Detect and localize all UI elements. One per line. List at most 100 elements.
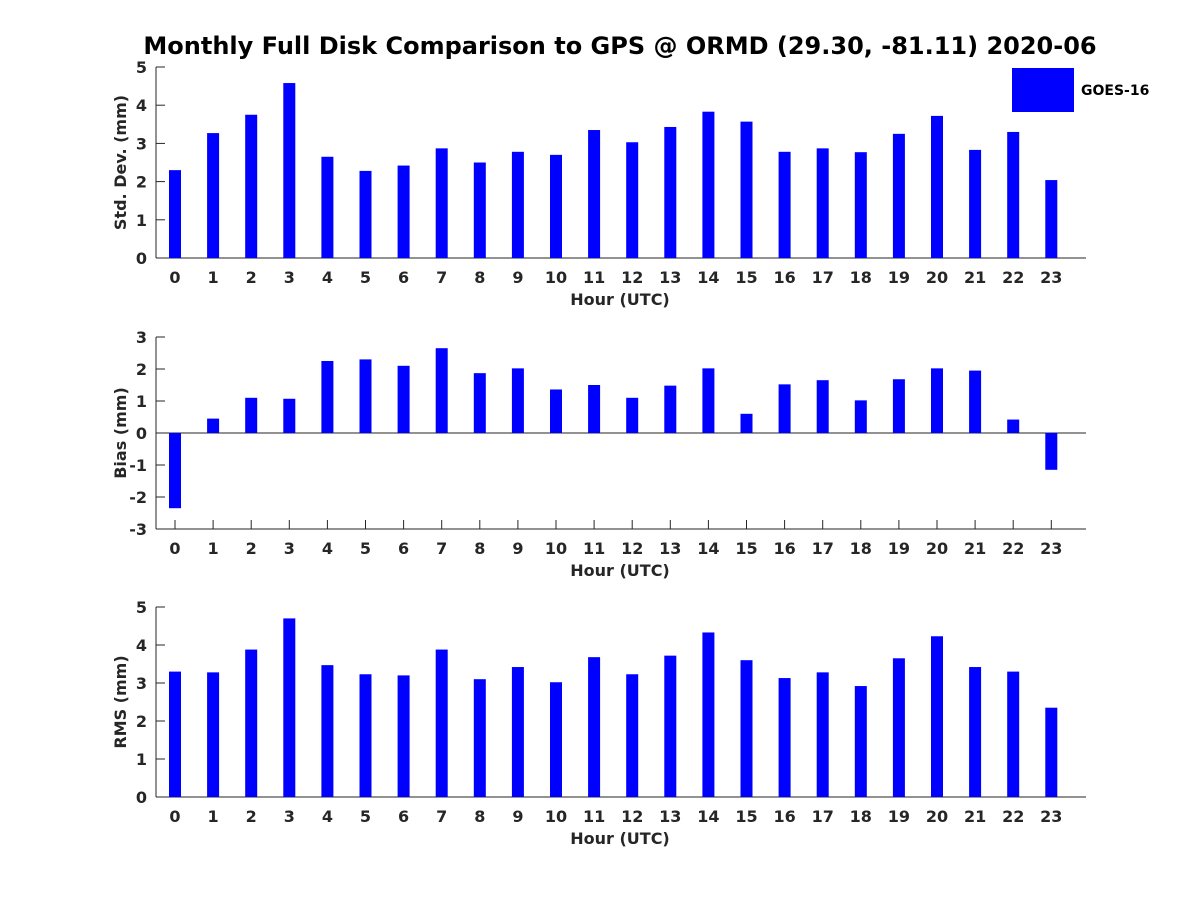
rms-bar-hour-9	[511, 667, 524, 797]
bias-bar-hour-21	[969, 370, 982, 433]
rms-xtick-label: 17	[812, 807, 834, 826]
rms-bar-hour-1	[207, 672, 220, 797]
rms-xtick-label: 4	[322, 807, 333, 826]
bias-bar-hour-9	[511, 368, 524, 433]
std-xtick-label: 16	[773, 268, 795, 287]
rms-xtick-label: 19	[888, 807, 910, 826]
rms-bar-hour-2	[245, 649, 258, 797]
rms-xtick-label: 1	[208, 807, 219, 826]
rms-bar-hour-3	[283, 618, 296, 797]
rms-y-axis-label: RMS (mm)	[111, 655, 130, 748]
bias-bar-hour-11	[588, 385, 601, 433]
std-bar-hour-17	[816, 148, 829, 258]
rms-bar-hour-6	[397, 675, 410, 797]
bias-ytick-label: -2	[129, 488, 147, 507]
bias-bar-hour-7	[435, 348, 448, 433]
bias-bar-hour-17	[816, 380, 829, 433]
rms-bar-hour-19	[892, 658, 905, 797]
rms-ytick-label: 0	[136, 788, 147, 807]
rms-xtick-label: 2	[246, 807, 257, 826]
rms-xtick-label: 22	[1002, 807, 1024, 826]
bias-xtick-label: 18	[850, 539, 872, 558]
bias-bar-hour-10	[550, 389, 562, 433]
rms-bar-hour-7	[435, 649, 448, 797]
bias-xtick-label: 4	[322, 539, 333, 558]
rms-bar-hour-18	[854, 686, 867, 797]
std-ytick-label: 4	[136, 96, 147, 115]
rms-xtick-label: 10	[545, 807, 567, 826]
rms-bar-hour-11	[588, 657, 601, 797]
std-bar-hour-22	[1007, 131, 1020, 258]
bias-xtick-label: 20	[926, 539, 948, 558]
bias-xtick-label: 16	[773, 539, 795, 558]
bias-xtick-label: 7	[436, 539, 447, 558]
bias-bar-hour-19	[892, 379, 905, 433]
bias-xtick-label: 5	[360, 539, 371, 558]
std-bar-hour-20	[931, 115, 943, 259]
std-xtick-label: 6	[398, 268, 409, 287]
bias-xtick-label: 6	[398, 539, 409, 558]
std-xtick-label: 9	[512, 268, 523, 287]
bias-bar-hour-13	[664, 385, 677, 433]
rms-xtick-label: 18	[850, 807, 872, 826]
bias-xtick-label: 8	[474, 539, 485, 558]
bias-xtick-label: 13	[659, 539, 681, 558]
std-bar-hour-19	[892, 133, 905, 258]
bias-ytick-label: -1	[129, 456, 147, 475]
bias-xtick-label: 0	[169, 539, 180, 558]
rms-bar-hour-15	[740, 660, 753, 797]
bias-bar-hour-14	[702, 368, 715, 433]
std-bar-hour-12	[626, 142, 639, 258]
std-xtick-label: 3	[284, 268, 295, 287]
bias-bar-hour-4	[321, 361, 334, 433]
bias-bar-hour-12	[626, 397, 639, 433]
std-xtick-label: 18	[850, 268, 872, 287]
std-xtick-label: 7	[436, 268, 447, 287]
std-xtick-label: 22	[1002, 268, 1024, 287]
rms-xtick-label: 3	[284, 807, 295, 826]
rms-xtick-label: 21	[964, 807, 986, 826]
std-x-axis-label: Hour (UTC)	[570, 290, 670, 309]
rms-xtick-label: 16	[773, 807, 795, 826]
bias-bar-hour-0	[169, 433, 181, 509]
bias-xtick-label: 14	[697, 539, 719, 558]
std-bar-hour-8	[473, 162, 486, 258]
bias-xtick-label: 3	[284, 539, 295, 558]
rms-bar-hour-13	[664, 655, 677, 797]
std-bar-hour-18	[854, 152, 867, 258]
bias-xtick-label: 2	[246, 539, 257, 558]
bias-xtick-label: 22	[1002, 539, 1024, 558]
bias-xtick-label: 1	[208, 539, 219, 558]
rms-xtick-label: 20	[926, 807, 948, 826]
std-ytick-label: 1	[136, 211, 147, 230]
std-xtick-label: 1	[208, 268, 219, 287]
rms-bar-hour-8	[473, 679, 486, 797]
std-xtick-label: 19	[888, 268, 910, 287]
bias-ytick-label: -3	[129, 520, 147, 539]
std-bar-hour-11	[588, 130, 601, 258]
std-bar-hour-3	[283, 83, 296, 258]
chart-title: Monthly Full Disk Comparison to GPS @ OR…	[143, 32, 1096, 60]
std-ytick-label: 5	[136, 58, 147, 77]
rms-ytick-label: 4	[136, 636, 147, 655]
std-bar-hour-2	[245, 114, 258, 258]
std-xtick-label: 10	[545, 268, 567, 287]
std-xtick-label: 20	[926, 268, 948, 287]
rms-bar-hour-23	[1045, 707, 1058, 797]
std-y-axis-label: Std. Dev. (mm)	[111, 95, 130, 230]
std-xtick-label: 5	[360, 268, 371, 287]
rms-xtick-label: 23	[1040, 807, 1062, 826]
bias-ytick-label: 2	[136, 360, 147, 379]
rms-bar-hour-0	[169, 671, 181, 797]
bias-bar-hour-20	[931, 368, 943, 433]
rms-ytick-label: 5	[136, 598, 147, 617]
bias-bar-hour-22	[1007, 419, 1020, 433]
rms-xtick-label: 6	[398, 807, 409, 826]
std-xtick-label: 11	[583, 268, 605, 287]
bias-bar-hour-5	[359, 359, 372, 433]
bias-ytick-label: 0	[136, 424, 147, 443]
bias-x-axis-label: Hour (UTC)	[570, 561, 670, 580]
bias-bar-hour-1	[207, 418, 220, 433]
std-xtick-label: 21	[964, 268, 986, 287]
